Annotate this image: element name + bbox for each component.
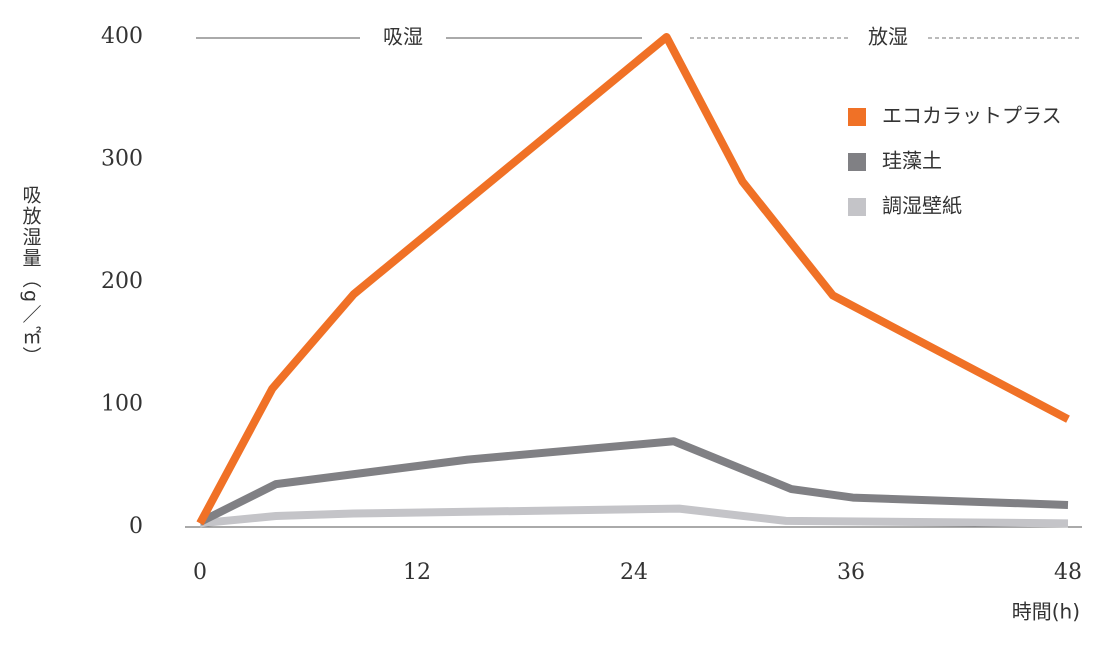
legend-swatch	[848, 108, 866, 126]
y-tick-label: 0	[129, 514, 143, 539]
legend-swatch	[848, 153, 866, 171]
series-line	[196, 33, 1070, 526]
x-tick-label: 12	[403, 560, 431, 585]
x-tick-label: 24	[620, 560, 648, 585]
legend-label: エコカラットプラス	[882, 104, 1062, 128]
y-tick-label: 300	[101, 147, 143, 172]
x-tick-label: 48	[1054, 560, 1082, 585]
x-axis-title: 時間(h)	[1012, 600, 1080, 624]
x-tick-label: 36	[837, 560, 865, 585]
y-tick-label: 400	[101, 24, 143, 49]
y-tick-label: 100	[101, 392, 143, 417]
series-line	[199, 504, 1069, 528]
y-axis-title: 吸放湿量（g／㎡）	[20, 185, 42, 367]
legend-swatch	[848, 198, 866, 216]
legend-label: 調湿壁紙	[882, 194, 962, 218]
phase-label: 吸湿	[383, 25, 423, 49]
x-tick-label: 0	[193, 560, 207, 585]
series-line	[198, 437, 1069, 526]
y-tick-label: 200	[101, 269, 143, 294]
legend-label: 珪藻土	[882, 149, 942, 173]
phase-label: 放湿	[868, 25, 908, 49]
